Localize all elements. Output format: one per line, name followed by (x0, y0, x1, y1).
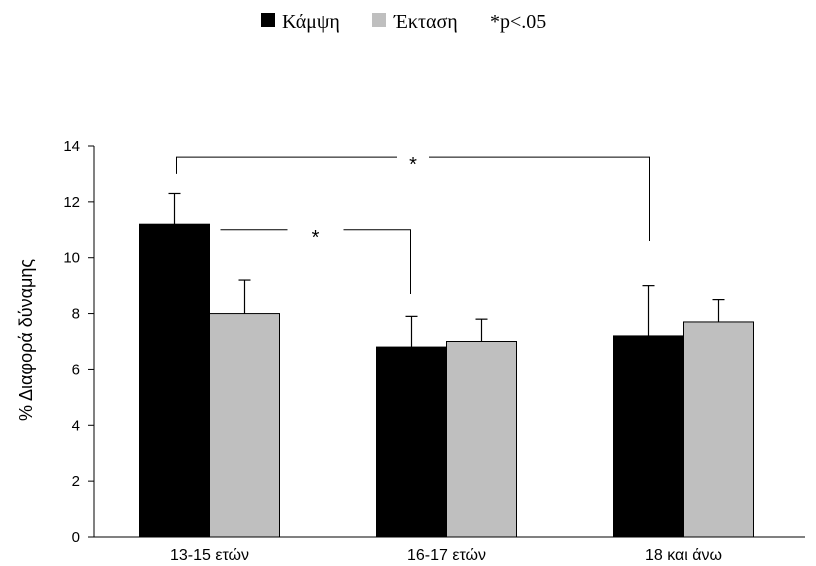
category-label: 18 και άνω (645, 547, 722, 564)
significance-star: * (409, 154, 417, 176)
category-label: 13-15 ετών (170, 547, 249, 564)
legend-label-ektasi: Έκταση (393, 11, 458, 33)
significance-star: * (312, 227, 320, 249)
category-labels: 13-15 ετών 16-17 ετών 18 και άνω (170, 547, 722, 564)
significance-bracket-line (176, 156, 397, 174)
y-ticks: 0 2 4 6 8 10 12 14 (63, 138, 94, 546)
legend: Κάμψη Έκταση *p<.05 (261, 11, 546, 33)
bar (446, 341, 517, 538)
bar (209, 313, 280, 538)
y-tick-label: 10 (63, 250, 80, 267)
significance-bracket-line (429, 156, 650, 241)
legend-swatch-ektasi (372, 13, 386, 27)
significance-bracket-line (343, 229, 411, 295)
y-tick-label: 6 (72, 361, 80, 378)
y-tick-label: 0 (72, 529, 80, 546)
legend-label-kampsi: Κάμψη (282, 11, 340, 33)
bar (139, 223, 210, 538)
y-axis-label: % Διαφορά δύναμης (16, 259, 36, 421)
legend-swatch-kampsi (261, 13, 275, 27)
y-tick-label: 8 (72, 306, 80, 323)
y-tick-label: 2 (72, 473, 80, 490)
bars (139, 223, 754, 538)
category-label: 16-17 ετών (407, 547, 486, 564)
bar (613, 335, 684, 538)
significance-note: *p<.05 (490, 11, 546, 33)
y-tick-label: 4 (72, 417, 80, 434)
significance-brackets: ** (176, 154, 650, 295)
y-tick-label: 14 (63, 138, 80, 155)
y-tick-label: 12 (63, 194, 80, 211)
bar (683, 321, 754, 538)
bar (376, 346, 447, 538)
error-bars (168, 192, 725, 348)
